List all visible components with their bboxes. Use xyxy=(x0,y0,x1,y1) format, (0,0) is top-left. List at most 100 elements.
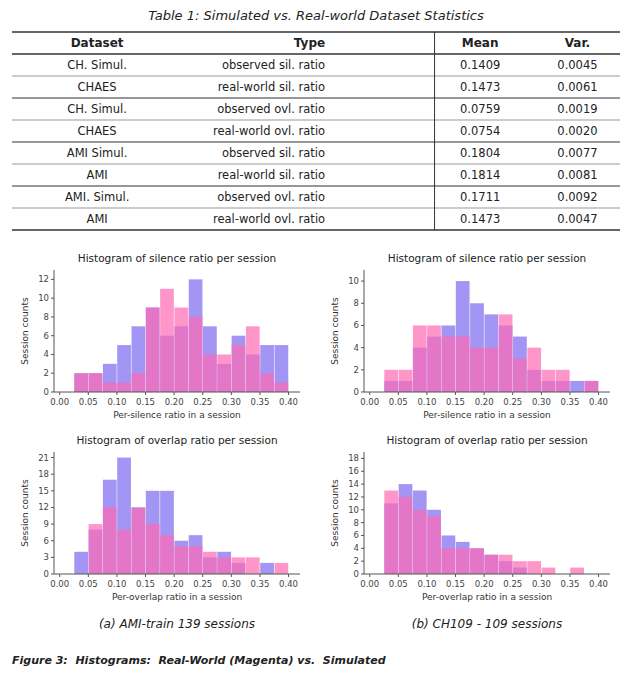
histogram-bar xyxy=(260,563,274,574)
histogram-bar xyxy=(74,552,88,574)
histogram-panel: 0.000.050.100.150.200.250.300.350.400246… xyxy=(330,252,610,420)
histogram-bar xyxy=(174,308,188,392)
histogram-bar xyxy=(117,530,131,574)
histogram-bar xyxy=(399,484,413,574)
y-axis xyxy=(54,452,55,574)
table-header: Var. xyxy=(565,36,591,50)
x-tick xyxy=(484,392,485,395)
y-tick xyxy=(361,509,364,510)
histogram-bar xyxy=(232,336,246,392)
x-tick-label: 0.25 xyxy=(503,397,522,407)
y-tick-label: 10 xyxy=(348,276,359,286)
histogram-bar xyxy=(103,383,117,392)
x-tick xyxy=(259,392,260,395)
histogram-bar xyxy=(384,491,398,574)
x-tick xyxy=(512,574,513,577)
y-tick xyxy=(51,316,54,317)
table-rule xyxy=(12,97,620,98)
y-tick-label: 8 xyxy=(354,298,359,308)
y-tick-label: 4 xyxy=(44,349,49,359)
table-cell: real-world ovl. ratio xyxy=(213,212,325,226)
table-cell: CH. Simul. xyxy=(67,102,127,116)
x-tick-label: 0.15 xyxy=(136,579,155,589)
histogram-bar xyxy=(427,516,441,574)
x-tick-label: 0.10 xyxy=(107,397,126,407)
y-tick xyxy=(361,522,364,523)
table-header: Mean xyxy=(462,36,499,50)
y-tick xyxy=(51,298,54,299)
y-tick-label: 6 xyxy=(44,536,49,546)
x-tick xyxy=(145,574,146,577)
x-tick xyxy=(512,392,513,395)
x-tick xyxy=(174,574,175,577)
histogram-bar xyxy=(570,381,584,392)
y-tick-label: 12 xyxy=(38,274,49,284)
x-tick xyxy=(455,574,456,577)
histogram-bar xyxy=(456,548,470,574)
x-tick xyxy=(202,392,203,395)
table-header: Dataset xyxy=(71,36,124,50)
histogram-bar xyxy=(384,370,398,392)
caption: (a) AMI-train 139 sessions xyxy=(99,617,255,631)
histogram-bar xyxy=(74,373,88,392)
captions: (a) AMI-train 139 sessions(b) CH109 - 10… xyxy=(12,617,562,667)
x-tick xyxy=(369,392,370,395)
y-tick xyxy=(51,373,54,374)
histogram-bar xyxy=(160,535,174,574)
x-tick-label: 0.15 xyxy=(136,397,155,407)
histogram-bar xyxy=(442,337,456,392)
x-tick xyxy=(116,392,117,395)
y-tick-label: 0 xyxy=(354,569,359,579)
x-tick xyxy=(88,574,89,577)
x-tick-label: 0.35 xyxy=(560,579,579,589)
table-cell: 0.1473 xyxy=(460,80,500,94)
x-tick xyxy=(484,574,485,577)
table-cell: 0.1711 xyxy=(460,190,500,204)
x-tick-label: 0.25 xyxy=(193,579,212,589)
x-axis xyxy=(54,392,300,393)
table-rule xyxy=(12,208,620,209)
y-tick-label: 18 xyxy=(348,453,359,463)
histogram-bar xyxy=(174,546,188,574)
table-cell: 0.0092 xyxy=(557,190,597,204)
y-tick-label: 8 xyxy=(354,518,359,528)
y-tick-label: 18 xyxy=(38,469,49,479)
histogram-bar xyxy=(89,373,103,392)
y-tick-label: 10 xyxy=(38,293,49,303)
x-tick xyxy=(59,574,60,577)
y-tick xyxy=(361,369,364,370)
y-tick-label: 21 xyxy=(38,453,49,463)
table-cell: 0.1814 xyxy=(460,168,500,182)
table-rule xyxy=(12,229,620,231)
histogram-bar xyxy=(484,314,498,392)
y-tick-label: 12 xyxy=(348,492,359,502)
histogram-bar xyxy=(260,373,274,392)
y-tick xyxy=(361,303,364,304)
x-tick-label: 0.10 xyxy=(107,579,126,589)
y-axis-label: Session counts xyxy=(20,479,30,547)
x-tick-label: 0.15 xyxy=(446,579,465,589)
histogram-bar xyxy=(442,548,456,574)
histogram-bar xyxy=(470,348,484,392)
panel-title: Histogram of overlap ratio per session xyxy=(386,434,587,446)
x-tick xyxy=(202,574,203,577)
histogram-bar xyxy=(132,507,146,574)
y-tick xyxy=(51,540,54,541)
table-rule xyxy=(12,76,620,77)
histogram-bar xyxy=(470,548,484,574)
histogram-bar xyxy=(456,281,470,392)
y-tick xyxy=(361,574,364,575)
x-tick xyxy=(598,574,599,577)
table-cell: real-world sil. ratio xyxy=(218,80,325,94)
x-axis-label: Per-silence ratio in a session xyxy=(113,410,241,420)
histogram-bar xyxy=(570,568,584,574)
histogram-bar xyxy=(217,552,231,574)
histogram-bar xyxy=(246,326,260,392)
table-cell: real-world sil. ratio xyxy=(218,168,325,182)
x-tick-label: 0.10 xyxy=(417,397,436,407)
histogram-panel: 0.000.050.100.150.200.250.300.350.400369… xyxy=(20,434,300,602)
table-cell: 0.0045 xyxy=(557,58,597,72)
x-tick xyxy=(59,392,60,395)
x-tick-label: 0.10 xyxy=(417,579,436,589)
x-axis-label: Per-overlap ratio in a session xyxy=(422,592,552,602)
